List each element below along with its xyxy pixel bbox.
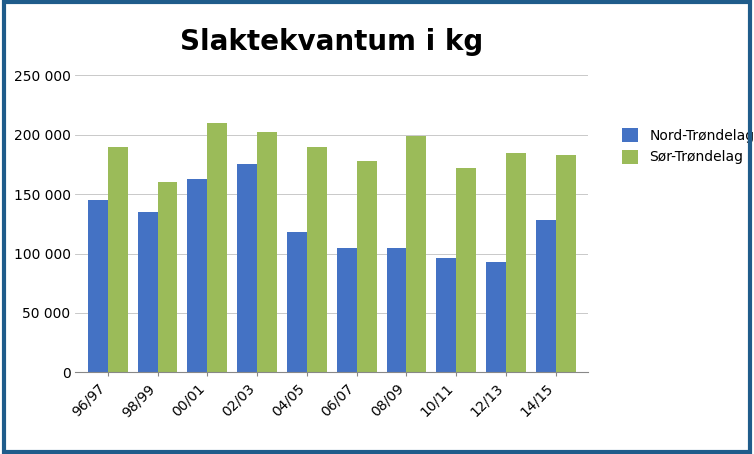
Bar [437,258,456,372]
Title: Slaktekvantum i kg: Slaktekvantum i kg [180,28,483,56]
Bar [238,164,257,372]
Bar [108,147,127,372]
Bar [357,161,376,372]
Bar [307,147,326,372]
Bar [158,183,177,372]
Bar [536,220,556,372]
Bar [556,155,575,372]
Bar [188,179,207,372]
Bar [486,262,506,372]
Bar [406,136,426,372]
Bar [337,247,357,372]
Bar [88,200,108,372]
Legend: Nord-Trøndelag, Sør-Trøndelag: Nord-Trøndelag, Sør-Trøndelag [611,117,754,176]
Bar [506,153,526,372]
Bar [287,232,307,372]
Bar [387,247,406,372]
Bar [257,133,277,372]
Bar [456,168,476,372]
Bar [138,212,158,372]
Bar [207,123,227,372]
